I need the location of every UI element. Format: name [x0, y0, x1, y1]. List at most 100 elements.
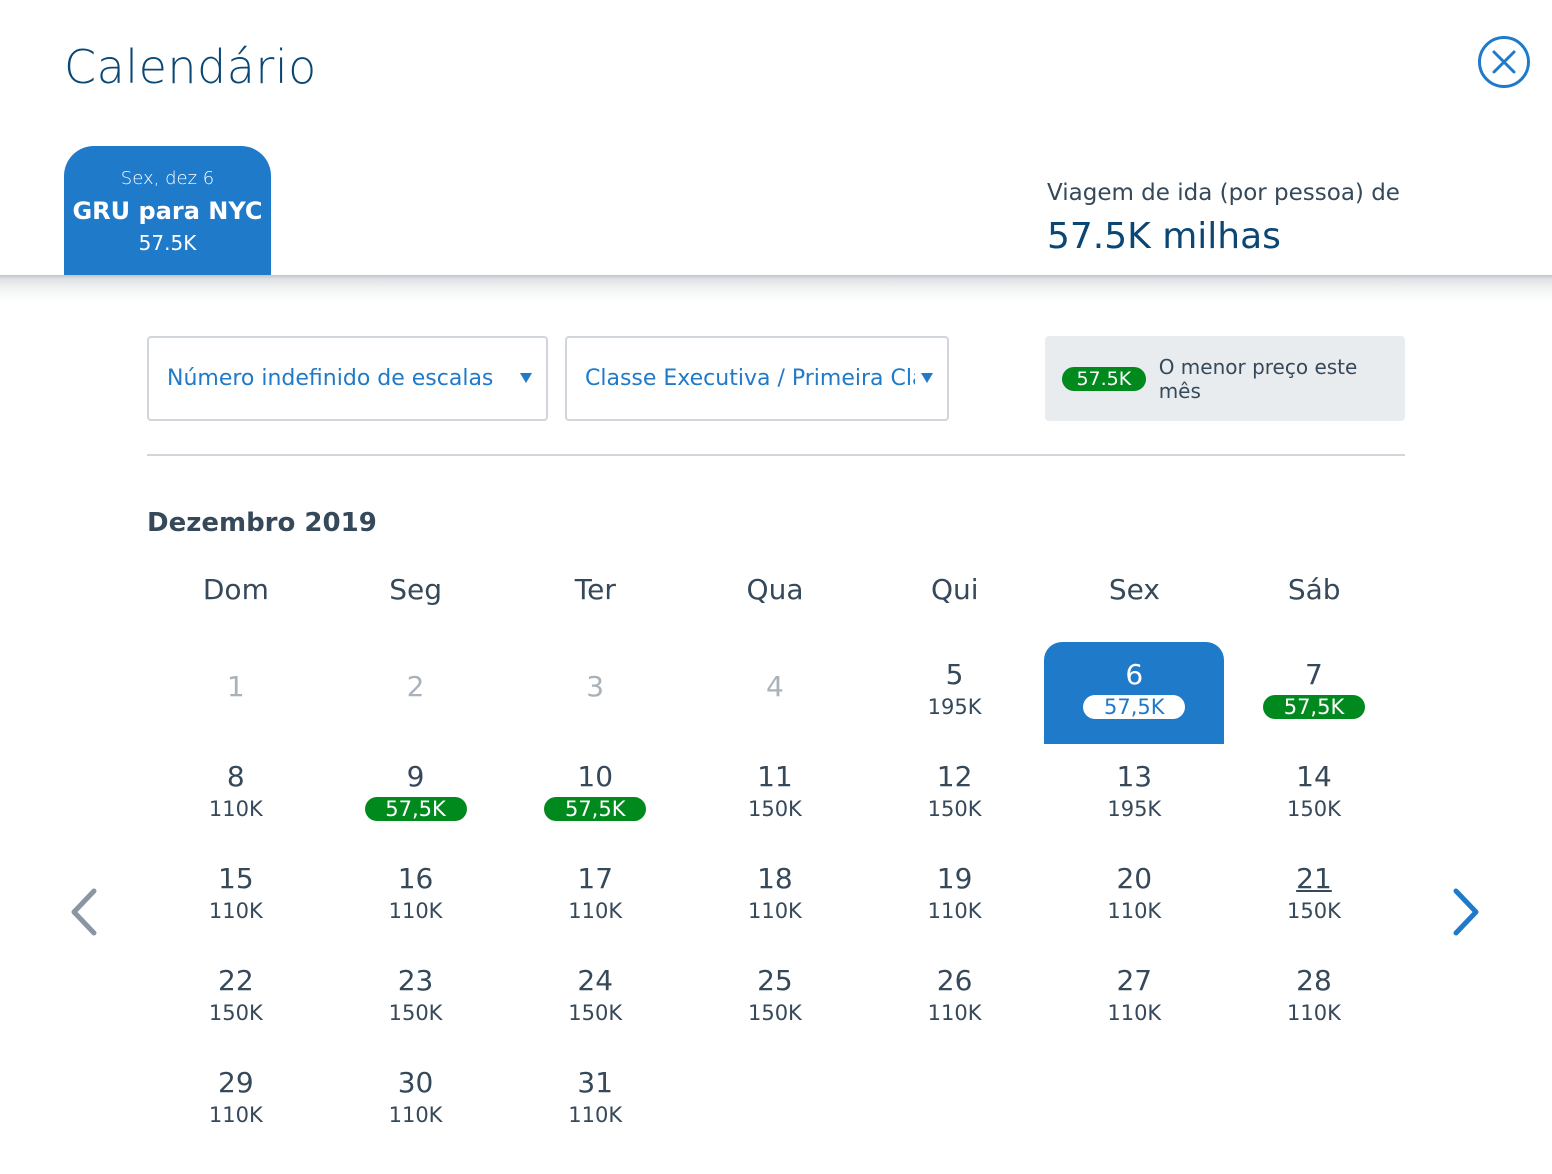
cabin-select-value: Classe Executiva / Primeira Clas: [585, 366, 915, 391]
day-price: 110K: [927, 899, 982, 923]
calendar-day-23[interactable]: 23 150K: [326, 948, 506, 1050]
day-number: 11: [757, 760, 793, 793]
day-number: 30: [397, 1066, 434, 1099]
day-number: 13: [1116, 760, 1153, 793]
day-price: 150K: [1287, 797, 1341, 821]
day-number: 14: [1296, 760, 1332, 793]
day-number: 2: [406, 670, 425, 703]
weekday-header: Dom Seg Ter Qua Qui Sex Sáb: [146, 573, 1404, 613]
day-price: 195K: [927, 695, 982, 719]
calendar-day-16[interactable]: 16 110K: [326, 846, 506, 948]
day-number: 6: [1125, 658, 1144, 691]
weekday-label: Dom: [202, 573, 269, 606]
day-price: 110K: [747, 899, 802, 923]
day-price: 57,5K: [1083, 695, 1186, 719]
lowest-price-legend: 57.5K O menor preço este mês: [1045, 336, 1405, 421]
calendar-day-4: 4: [685, 642, 865, 744]
calendar-day-26[interactable]: 26 110K: [865, 948, 1045, 1050]
chevron-right-icon: [1453, 888, 1479, 936]
day-number: 22: [218, 964, 254, 997]
calendar-day-7[interactable]: 7 57,5K: [1224, 642, 1404, 744]
day-price: 110K: [1107, 1001, 1162, 1025]
day-number: 20: [1116, 862, 1153, 895]
stops-select-value: Número indefinido de escalas: [167, 366, 494, 391]
day-price: 110K: [927, 1001, 982, 1025]
caret-down-icon: [921, 373, 933, 383]
stops-select[interactable]: Número indefinido de escalas: [147, 336, 548, 421]
calendar-day-17[interactable]: 17 110K: [505, 846, 685, 948]
trip-route: GRU para NYC: [72, 197, 263, 225]
trip-tab-outbound[interactable]: Sex, dez 6 GRU para NYC 57.5K: [64, 146, 271, 276]
calendar-day-8[interactable]: 8 110K: [146, 744, 326, 846]
calendar-day-14[interactable]: 14 150K: [1224, 744, 1404, 846]
calendar-day-18[interactable]: 18 110K: [685, 846, 865, 948]
day-number: 7: [1305, 658, 1323, 691]
calendar-day-28[interactable]: 28 110K: [1224, 948, 1404, 1050]
weekday-label: Qua: [746, 573, 804, 606]
calendar-day-12[interactable]: 12 150K: [865, 744, 1045, 846]
close-button[interactable]: [1478, 36, 1530, 88]
calendar-day-20[interactable]: 20 110K: [1044, 846, 1224, 948]
trip-price: 57.5K: [138, 231, 197, 255]
calendar-day-10[interactable]: 10 57,5K: [505, 744, 685, 846]
day-number: 9: [406, 760, 425, 793]
calendar-day-11[interactable]: 11 150K: [685, 744, 865, 846]
close-icon: [1492, 50, 1516, 74]
day-number: 3: [586, 670, 605, 703]
day-number: 21: [1296, 862, 1332, 895]
weekday-label: Qui: [930, 573, 979, 606]
day-price: 110K: [1287, 1001, 1341, 1025]
chevron-left-icon: [71, 888, 97, 936]
cabin-select[interactable]: Classe Executiva / Primeira Clas: [565, 336, 949, 421]
weekday-label: Sex: [1108, 573, 1160, 606]
calendar-day-29[interactable]: 29 110K: [146, 1050, 326, 1152]
calendar-day-21[interactable]: 21 150K: [1224, 846, 1404, 948]
calendar-day-22[interactable]: 22 150K: [146, 948, 326, 1050]
lowest-price-badge: 57,5K: [544, 797, 647, 821]
divider: [147, 454, 1405, 456]
day-number: 4: [765, 670, 784, 703]
caret-down-icon: [520, 373, 532, 383]
day-number: 17: [577, 862, 614, 895]
calendar-day-5[interactable]: 5 195K: [865, 642, 1045, 744]
lowest-price-badge: 57,5K: [364, 797, 467, 821]
day-price: 110K: [1107, 899, 1162, 923]
calendar-day-31[interactable]: 31 110K: [505, 1050, 685, 1152]
calendar-day-15[interactable]: 15 110K: [146, 846, 326, 948]
calendar-day-6[interactable]: 6 57,5K: [1044, 642, 1225, 744]
day-price: 110K: [568, 1103, 623, 1127]
day-price: 150K: [747, 1001, 802, 1025]
calendar-day-27[interactable]: 27 110K: [1044, 948, 1224, 1050]
day-price: 110K: [208, 1103, 263, 1127]
day-price: 150K: [388, 1001, 443, 1025]
header-shadow: [0, 275, 1552, 303]
calendar-day-25[interactable]: 25 150K: [685, 948, 865, 1050]
price-summary: Viagem de ida (por pessoa) de 57.5K milh…: [1047, 180, 1400, 257]
prev-month-button[interactable]: [64, 885, 104, 940]
day-number: 28: [1296, 964, 1332, 997]
day-price: 150K: [208, 1001, 263, 1025]
calendar-day-19[interactable]: 19 110K: [865, 846, 1045, 948]
day-number: 8: [226, 760, 245, 793]
day-number: 16: [397, 862, 434, 895]
day-price: 150K: [1287, 899, 1341, 923]
day-number: 10: [577, 760, 614, 793]
day-number: 1: [226, 670, 245, 703]
calendar-day-3: 3: [505, 642, 685, 744]
weekday-label: Ter: [574, 573, 616, 606]
weekday-label: Sáb: [1287, 573, 1341, 606]
page-title: Calendário: [64, 40, 317, 94]
month-title: Dezembro 2019: [147, 508, 377, 538]
day-number: 5: [945, 658, 964, 691]
calendar-day-9[interactable]: 9 57,5K: [326, 744, 506, 846]
calendar-day-30[interactable]: 30 110K: [326, 1050, 506, 1152]
day-price: 150K: [927, 797, 982, 821]
calendar-day-24[interactable]: 24 150K: [505, 948, 685, 1050]
day-number: 25: [757, 964, 793, 997]
next-month-button[interactable]: [1446, 885, 1486, 940]
day-number: 31: [577, 1066, 614, 1099]
lowest-price-badge: 57.5K: [1062, 366, 1146, 391]
calendar-day-13[interactable]: 13 195K: [1044, 744, 1224, 846]
legend-text: O menor preço este mês: [1158, 354, 1358, 403]
